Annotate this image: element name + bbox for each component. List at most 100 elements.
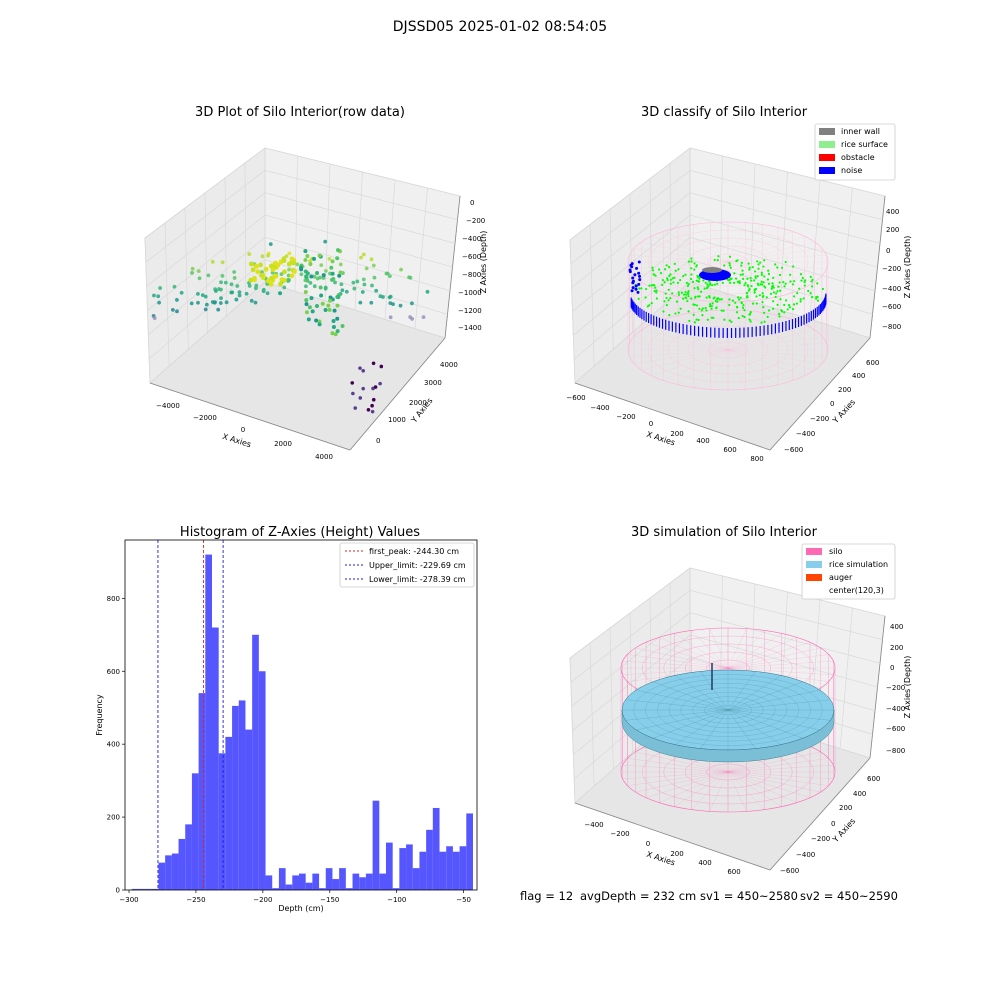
rice-surface-point: [667, 266, 671, 269]
raw-point: [326, 303, 331, 308]
histogram-bar: [319, 888, 326, 890]
rice-surface-point: [755, 295, 758, 298]
rice-simulation-mesh: [700, 709, 729, 749]
classify-silo-spoke: [629, 261, 729, 270]
raw-point: [361, 252, 366, 257]
classify-silo-spoke: [727, 349, 746, 390]
legend-label-rice-simulation: rice simulation: [829, 560, 888, 569]
rice-surface-point: [729, 278, 732, 281]
rice-surface-point: [753, 289, 756, 292]
histogram-bar: [452, 851, 460, 890]
raw-point: [237, 290, 242, 295]
rice-surface-point: [782, 281, 785, 284]
raw-point: [218, 301, 223, 305]
rice-surface-point: [742, 277, 745, 280]
rice-surface-point: [693, 268, 696, 271]
histogram-bar: [151, 888, 159, 890]
raw-point: [323, 239, 328, 244]
simulation-silo-spoke: [727, 764, 834, 773]
simulation-3d-marks: [620, 627, 836, 813]
classify-silo-spoke: [727, 261, 815, 283]
rice-surface-point: [789, 273, 792, 276]
histogram-bar: [225, 736, 233, 890]
rice-simulation-mesh: [727, 675, 782, 711]
raw-point: [203, 307, 208, 312]
classify-silo-spoke: [677, 349, 729, 385]
histogram-legend-box: [339, 542, 475, 588]
rice-surface-point: [792, 265, 795, 268]
simulation-silo-spoke: [727, 642, 811, 669]
raw-point: [361, 368, 366, 373]
rice-surface-point: [777, 285, 780, 288]
sim-y-tick: −600: [780, 867, 799, 875]
rice-surface-point: [655, 291, 658, 294]
legend-swatch-auger: [806, 574, 822, 581]
rice-surface-point: [802, 297, 805, 300]
raw-point: [327, 307, 332, 312]
raw-point: [319, 293, 324, 298]
sim-x-tick: −200: [610, 830, 629, 838]
simulation-silo-spoke: [645, 642, 729, 669]
classify-silo-spoke: [663, 231, 729, 263]
rice-surface-point: [815, 296, 818, 299]
raw-point: [352, 286, 357, 291]
raw-point: [279, 277, 285, 283]
rice-surface-point: [703, 287, 706, 290]
raw-point: [408, 315, 413, 319]
histogram-bar: [426, 829, 433, 890]
simulation-silo-spoke: [645, 771, 729, 798]
rice-surface-point: [760, 273, 763, 276]
rice-surface-point: [772, 307, 775, 310]
rice-surface-point: [807, 289, 810, 293]
rice-surface-point: [780, 309, 783, 312]
noise-mark: [638, 274, 642, 278]
raw-point: [265, 278, 271, 284]
classify-silo-spoke: [727, 310, 746, 351]
rice-surface-point: [640, 287, 643, 290]
raw-point: [170, 307, 175, 312]
histogram-bar: [211, 627, 219, 890]
histogram-bar: [158, 862, 166, 890]
raw-z-tick: −600: [462, 253, 481, 261]
raw-point: [229, 282, 234, 287]
classify-silo-spoke: [727, 231, 793, 263]
raw-point: [338, 270, 343, 275]
raw-point: [203, 294, 208, 299]
noise-mark: [638, 278, 642, 282]
rice-surface-point: [804, 279, 807, 282]
simulation-silo-spoke: [627, 758, 729, 773]
raw-point: [299, 272, 304, 277]
rice-surface-point: [762, 306, 765, 309]
sim-z-tick: 200: [890, 644, 903, 652]
rice-surface-point: [736, 306, 739, 309]
rice-surface-point: [673, 276, 676, 279]
rice-surface-point: [744, 281, 747, 285]
legend-label-lower-limit: Lower_limit: -278.39 cm: [369, 575, 466, 584]
rice-surface-point: [761, 300, 764, 304]
rice-surface-point: [816, 282, 819, 285]
classify-silo-spoke: [727, 248, 822, 263]
cls-z-tick: 200: [886, 226, 899, 234]
raw-point: [309, 296, 314, 301]
legend-swatch-obstacle: [819, 154, 835, 161]
raw-point: [410, 301, 414, 306]
rice-surface-point: [728, 262, 731, 265]
rice-surface-point: [705, 309, 708, 312]
rice-surface-point: [687, 260, 690, 263]
raw-point: [351, 391, 355, 396]
raw-point: [355, 279, 360, 284]
raw-point: [388, 315, 393, 320]
legend-swatch-rice-surface: [819, 141, 835, 148]
rice-surface-point: [772, 276, 775, 279]
rice-surface-point: [767, 272, 771, 276]
rice-simulation-mesh: [727, 709, 820, 731]
classify-silo-spoke: [693, 349, 729, 388]
raw-point: [295, 262, 300, 267]
histogram-x-tick-label: −100: [387, 896, 406, 904]
simulation-silo-spoke: [622, 764, 729, 773]
rice-surface-point: [659, 272, 663, 275]
raw-point: [190, 270, 194, 275]
rice-surface-point: [720, 298, 723, 301]
rice-surface-point: [757, 263, 760, 266]
raw-point: [253, 263, 259, 269]
